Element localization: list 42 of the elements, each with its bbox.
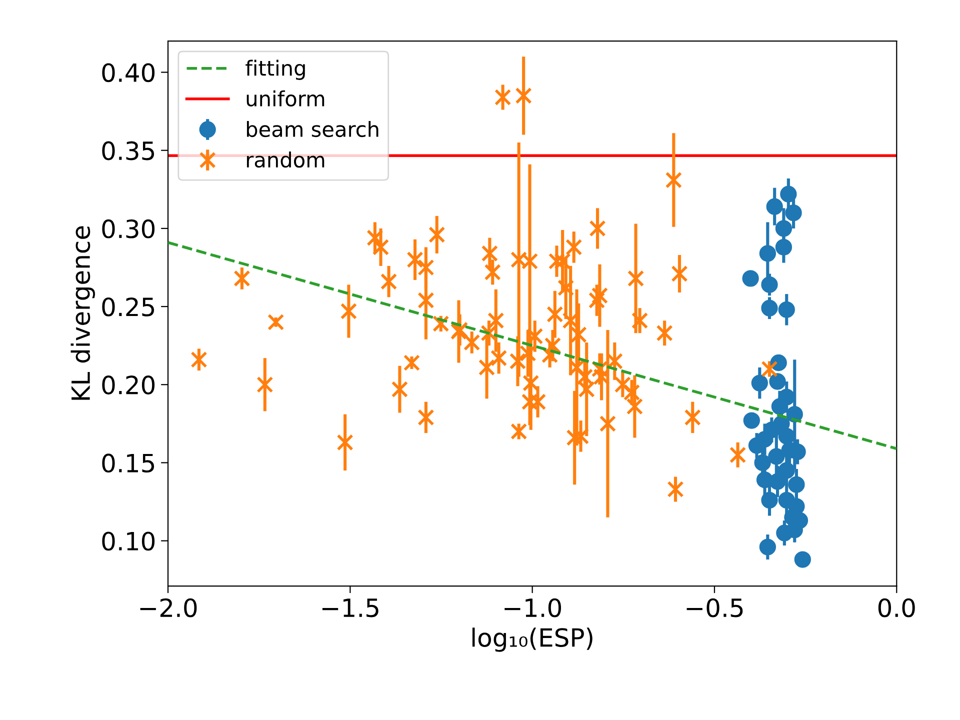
- point: [769, 373, 786, 390]
- point: [759, 245, 776, 262]
- y-tick-label: 0.20: [102, 376, 155, 394]
- point: [761, 492, 778, 509]
- legend-label: beam search: [246, 120, 378, 138]
- point: [761, 276, 778, 293]
- point: [751, 374, 768, 392]
- point: [775, 220, 792, 237]
- y-tick-label: 0.40: [102, 63, 155, 82]
- x-tick-label: −2.0: [140, 598, 197, 618]
- point: [759, 538, 776, 556]
- point: [780, 186, 797, 202]
- legend-label: random: [246, 152, 324, 168]
- x-axis-title: log₁₀(ESP): [472, 628, 592, 652]
- x-tick-label: −1.0: [504, 598, 562, 618]
- point: [761, 300, 778, 316]
- y-tick-label: 0.10: [102, 532, 155, 551]
- y-tick-label: 0.35: [102, 141, 154, 160]
- point: [775, 238, 792, 256]
- point: [794, 551, 811, 568]
- x-tick-label: 0.0: [878, 598, 915, 618]
- point: [742, 270, 759, 287]
- y-tick-label: 0.15: [102, 454, 154, 473]
- y-tick-label: 0.25: [102, 297, 154, 316]
- point: [785, 204, 802, 222]
- point: [778, 301, 795, 318]
- legend-label: fitting: [246, 60, 305, 80]
- point: [768, 448, 785, 465]
- point: [778, 462, 795, 479]
- point: [743, 412, 760, 429]
- point: [763, 422, 780, 438]
- y-tick-label: 0.30: [102, 219, 155, 238]
- point: [769, 473, 786, 490]
- y-axis-title: KL divergence: [70, 226, 95, 400]
- legend-label: uniform: [246, 90, 324, 106]
- point: [756, 472, 774, 488]
- point: [788, 476, 805, 493]
- point: [754, 454, 771, 472]
- point: [766, 198, 783, 215]
- x-tick-label: −1.5: [322, 598, 378, 618]
- x-tick-label: −0.5: [686, 598, 743, 618]
- point: [778, 428, 795, 444]
